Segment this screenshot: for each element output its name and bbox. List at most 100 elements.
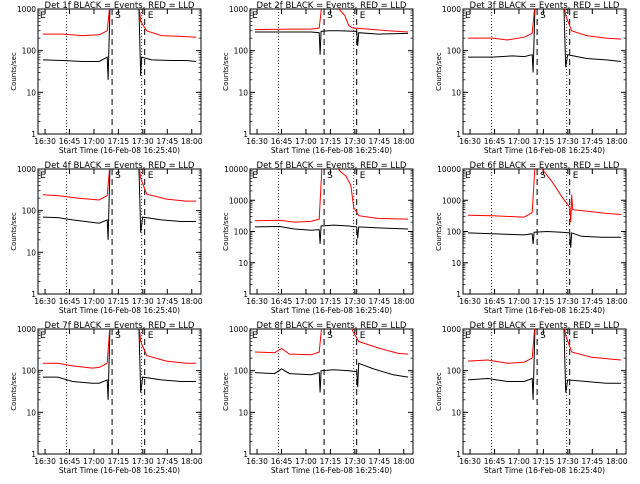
y-tick-label: 100 — [22, 47, 37, 56]
chart-title: Det 5f BLACK = Events, RED = LLD — [257, 161, 407, 171]
y-axis-label: Counts/sec — [10, 372, 18, 411]
x-tick-label: 18:00 — [181, 297, 203, 306]
x-tick-label: 17:15 — [533, 297, 555, 306]
series-line-events — [42, 329, 197, 400]
y-tick-label: 1000 — [442, 5, 461, 14]
series-line-lld — [467, 169, 622, 223]
series-line-events — [467, 230, 622, 248]
chart-title: Det 8f BLACK = Events, RED = LLD — [257, 321, 407, 331]
y-tick-label: 1 — [243, 450, 248, 459]
x-tick-label: 17:15 — [108, 137, 130, 146]
y-axis-label: Counts/sec — [435, 372, 443, 411]
y-tick-label: 100 — [447, 228, 462, 237]
y-tick-label: 1000 — [17, 5, 36, 14]
x-axis-label: Start Time (16-Feb-08 16:25:40) — [271, 306, 392, 315]
x-tick-label: 17:30 — [344, 457, 366, 466]
marker-left-label: E — [40, 331, 46, 341]
x-tick-label: 17:30 — [557, 297, 579, 306]
x-axis-label: Start Time (16-Feb-08 16:25:40) — [59, 306, 180, 315]
x-tick-label: 17:00 — [295, 297, 317, 306]
x-tick-label: 17:15 — [108, 457, 130, 466]
series-line-events — [254, 30, 409, 55]
series-line-lld — [467, 329, 622, 364]
marker-right-label: E — [573, 331, 579, 341]
x-tick-label: 16:45 — [271, 457, 293, 466]
x-axis-label: Start Time (16-Feb-08 16:25:40) — [484, 146, 605, 155]
y-tick-label: 1000 — [442, 325, 461, 334]
x-tick-label: 17:15 — [320, 137, 342, 146]
plot-frame — [37, 168, 202, 295]
series-line-events — [42, 9, 197, 80]
series-line-lld — [254, 169, 409, 223]
marker-left-label: E — [465, 11, 471, 21]
plot-frame — [462, 328, 627, 455]
x-tick-label: 18:00 — [393, 457, 415, 466]
x-tick-label: 16:30 — [246, 137, 268, 146]
x-tick-label: 18:00 — [606, 297, 628, 306]
x-tick-label: 17:15 — [320, 297, 342, 306]
x-axis-label: Start Time (16-Feb-08 16:25:40) — [59, 466, 180, 475]
x-tick-label: 16:30 — [34, 297, 56, 306]
series-line-lld — [42, 329, 197, 369]
x-axis-label: Start Time (16-Feb-08 16:25:40) — [484, 466, 605, 475]
chart-title: Det 2f BLACK = Events, RED = LLD — [257, 1, 407, 11]
x-tick-label: 17:00 — [83, 297, 105, 306]
y-tick-label: 100 — [234, 228, 249, 237]
y-tick-label: 100 — [447, 367, 462, 376]
x-axis-label: Start Time (16-Feb-08 16:25:40) — [484, 306, 605, 315]
x-tick-label: 17:30 — [132, 457, 154, 466]
marker-right-label: E — [360, 171, 366, 181]
x-tick-label: 16:30 — [34, 457, 56, 466]
plot-frame — [249, 328, 414, 455]
x-tick-label: 16:30 — [459, 457, 481, 466]
marker-left-label: E — [40, 171, 46, 181]
series-group — [467, 9, 622, 73]
marker-left-label: E — [252, 171, 258, 181]
x-tick-label: 18:00 — [181, 137, 203, 146]
x-tick-label: 17:45 — [156, 457, 178, 466]
y-axis-label: Counts/sec — [222, 52, 230, 91]
x-tick-label: 17:00 — [508, 297, 530, 306]
x-tick-label: 17:30 — [344, 297, 366, 306]
x-tick-label: 17:15 — [108, 297, 130, 306]
chart-title: Det 6f BLACK = Events, RED = LLD — [470, 161, 620, 171]
series-group — [467, 169, 622, 248]
marker-left-label: E — [252, 11, 258, 21]
marker-right-label: E — [360, 331, 366, 341]
y-tick-label: 1 — [456, 450, 461, 459]
y-tick-label: 10000 — [437, 165, 461, 174]
marker-mid-label: S — [540, 171, 546, 181]
x-tick-label: 16:30 — [459, 137, 481, 146]
marker-right-label: E — [573, 11, 579, 21]
y-tick-label: 10 — [451, 88, 461, 97]
x-tick-label: 17:15 — [533, 137, 555, 146]
x-tick-label: 18:00 — [393, 137, 415, 146]
series-line-events — [467, 329, 622, 400]
y-tick-label: 100 — [234, 47, 249, 56]
x-tick-label: 17:15 — [533, 457, 555, 466]
marker-right-label: E — [148, 171, 154, 181]
marker-mid-label: S — [327, 11, 333, 21]
x-tick-label: 17:00 — [295, 137, 317, 146]
y-tick-label: 1000 — [229, 5, 248, 14]
x-axis-label: Start Time (16-Feb-08 16:25:40) — [271, 466, 392, 475]
x-tick-label: 17:00 — [508, 457, 530, 466]
y-axis-label: Counts/sec — [222, 212, 230, 251]
x-tick-label: 16:30 — [34, 137, 56, 146]
marker-right-label: E — [573, 171, 579, 181]
marker-left-label: E — [252, 331, 258, 341]
y-tick-label: 100 — [234, 367, 249, 376]
x-tick-label: 17:00 — [295, 457, 317, 466]
marker-left-label: E — [40, 11, 46, 21]
chart-title: Det 4f BLACK = Events, RED = LLD — [45, 161, 195, 171]
plot-frame — [249, 168, 414, 295]
marker-right-label: E — [148, 11, 154, 21]
y-tick-label: 100 — [22, 207, 37, 216]
